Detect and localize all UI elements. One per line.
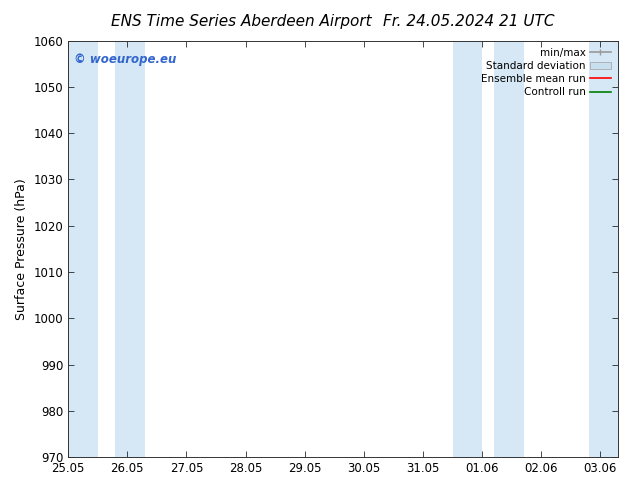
Text: © woeurope.eu: © woeurope.eu xyxy=(74,53,176,66)
Bar xyxy=(453,41,482,457)
Bar xyxy=(115,41,145,457)
Y-axis label: Surface Pressure (hPa): Surface Pressure (hPa) xyxy=(15,178,28,320)
Text: Fr. 24.05.2024 21 UTC: Fr. 24.05.2024 21 UTC xyxy=(384,14,555,29)
Text: ENS Time Series Aberdeen Airport: ENS Time Series Aberdeen Airport xyxy=(110,14,372,29)
Bar xyxy=(494,41,524,457)
Bar xyxy=(68,41,98,457)
Legend: min/max, Standard deviation, Ensemble mean run, Controll run: min/max, Standard deviation, Ensemble me… xyxy=(479,46,613,99)
Bar xyxy=(588,41,630,457)
